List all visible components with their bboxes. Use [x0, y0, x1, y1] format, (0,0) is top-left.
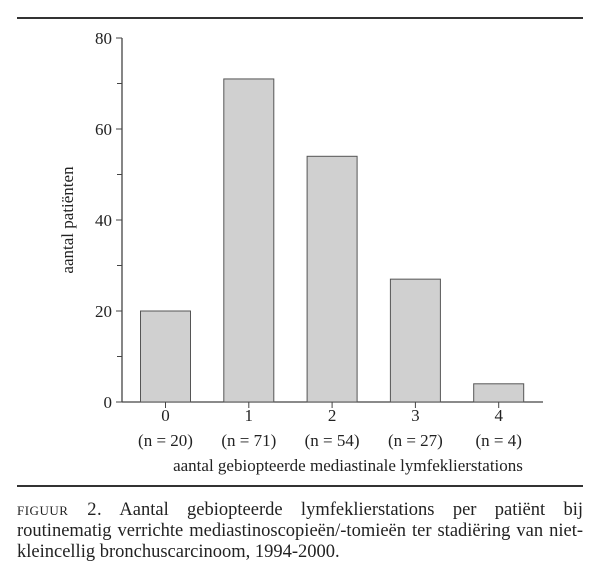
figure-caption: figuur 2. Aantal gebiopteerde lymfeklier…: [17, 500, 583, 563]
bar-4: [473, 383, 525, 403]
x-tick-sublabel: (n = 20): [138, 431, 193, 450]
y-tick-label: 60: [95, 120, 112, 139]
x-tick-label: 1: [245, 406, 254, 425]
x-tick-sublabel: (n = 27): [388, 431, 443, 450]
x-tick-label: 3: [411, 406, 420, 425]
bottom-rule: [17, 485, 583, 487]
x-tick-label: 2: [328, 406, 337, 425]
bar-2: [306, 155, 358, 403]
caption-label: figuur 2.: [17, 500, 103, 520]
x-tick-sublabel: (n = 54): [305, 431, 360, 450]
bar-chart: 0 20 40 60 80 0 (n = 20) 1 (n = 71) 2 (n = 54) 3 (n …: [58, 29, 543, 475]
caption-text: Aantal gebiopteerde lymfeklierstations p…: [17, 500, 583, 562]
y-tick-label: 40: [95, 211, 112, 230]
x-tick-sublabel: (n = 71): [221, 431, 276, 450]
bar-1: [223, 78, 275, 403]
y-axis-label: aantal patiënten: [58, 166, 77, 274]
bar-3: [389, 278, 441, 403]
x-tick-sublabel: (n = 4): [475, 431, 521, 450]
bar-0: [140, 310, 191, 403]
x-tick-label: 4: [494, 406, 503, 425]
x-axis-label: aantal gebiopteerde mediastinale lymfekl…: [173, 456, 523, 475]
top-rule: [17, 17, 583, 19]
y-tick-label: 0: [104, 393, 113, 412]
y-tick-label: 20: [95, 302, 112, 321]
x-tick-label: 0: [161, 406, 170, 425]
y-tick-label: 80: [95, 29, 112, 48]
